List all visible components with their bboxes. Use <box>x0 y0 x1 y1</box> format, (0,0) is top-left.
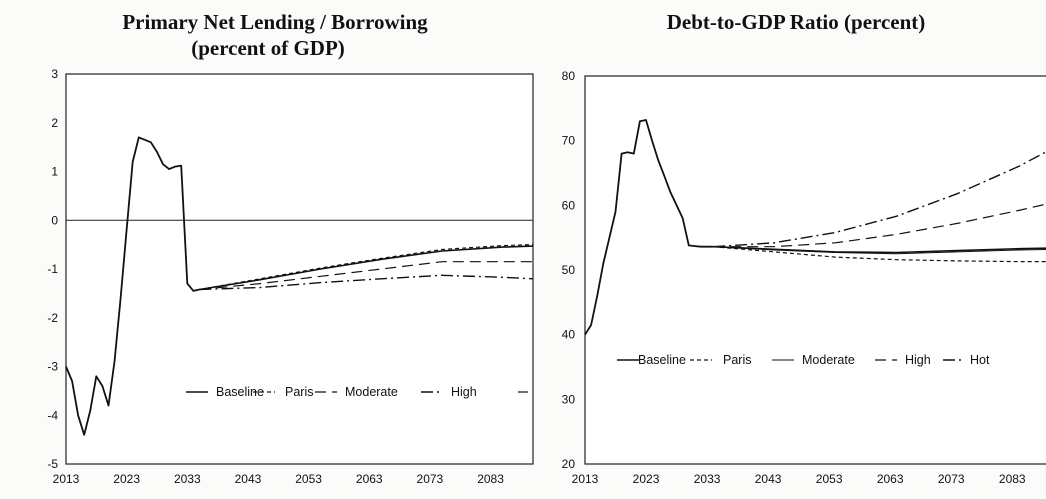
debt-to-gdp-title: Debt-to-GDP Ratio (percent) <box>667 10 926 34</box>
series-line-baseline <box>713 245 1046 254</box>
net-lending-legend: Baseline Paris Moderate High <box>186 385 528 399</box>
x-tick-label: 2053 <box>295 472 322 486</box>
debt-to-gdp-chart: Debt-to-GDP Ratio (percent) 20 30 40 50 60 70… <box>562 10 1046 486</box>
legend-label: Baseline <box>216 385 264 399</box>
y-tick-label: -2 <box>47 311 58 325</box>
y-tick-label: 1 <box>51 165 58 179</box>
net-lending-tick-labels: -5 -4 -3 -2 -1 0 1 2 3 2013 2023 2033 2043 2053 2063 20… <box>47 67 504 486</box>
x-tick-label: 2073 <box>417 472 444 486</box>
series-line-moderate <box>713 246 1046 255</box>
y-tick-label: 70 <box>562 134 576 148</box>
net-lending-subtitle: (percent of GDP) <box>191 36 345 60</box>
y-tick-label: 40 <box>562 328 576 342</box>
x-tick-label: 2043 <box>235 472 262 486</box>
y-tick-label: -3 <box>47 360 58 374</box>
debt-to-gdp-tick-labels: 20 30 40 50 60 70 80 2013 2023 2033 2043 2053 2063 20… <box>562 69 1026 486</box>
series-line-baseline <box>199 245 534 291</box>
legend-label: Baseline <box>638 353 686 367</box>
history-line <box>584 119 714 336</box>
y-tick-label: 60 <box>562 198 576 212</box>
x-tick-label: 2023 <box>633 472 660 486</box>
y-tick-label: 2 <box>51 116 58 130</box>
x-tick-label: 2013 <box>53 472 80 486</box>
x-tick-label: 2013 <box>572 472 599 486</box>
y-tick-label: -1 <box>47 262 58 276</box>
x-tick-label: 2083 <box>477 472 504 486</box>
x-tick-label: 2063 <box>356 472 383 486</box>
legend-label: Paris <box>285 385 313 399</box>
debt-to-gdp-plot-area <box>584 75 1046 465</box>
x-tick-label: 2023 <box>113 472 140 486</box>
y-tick-label: 3 <box>51 67 58 81</box>
x-tick-label: 2083 <box>999 472 1026 486</box>
y-tick-label: 30 <box>562 392 576 406</box>
x-tick-label: 2073 <box>938 472 965 486</box>
legend-label: Paris <box>723 353 751 367</box>
y-tick-label: -5 <box>47 457 58 471</box>
net-lending-series-lines <box>65 136 534 436</box>
x-tick-label: 2033 <box>694 472 721 486</box>
series-line-high <box>199 274 534 291</box>
net-lending-plot-area <box>65 73 534 465</box>
net-lending-chart: Primary Net Lending / Borrowing (percent… <box>47 10 534 486</box>
y-tick-label: -4 <box>47 408 58 422</box>
series-line-paris <box>713 246 1046 263</box>
history-line <box>65 136 200 436</box>
series-line-high <box>713 203 1046 248</box>
series-line-paris <box>199 244 534 291</box>
legend-label: Hot <box>970 353 990 367</box>
series-line-hot <box>713 151 1046 248</box>
legend-label: Moderate <box>802 353 855 367</box>
y-tick-label: 0 <box>51 213 58 227</box>
x-tick-label: 2063 <box>877 472 904 486</box>
legend-label: High <box>451 385 477 399</box>
debt-to-gdp-series-lines <box>584 119 1046 336</box>
x-tick-label: 2053 <box>816 472 843 486</box>
legend-label: Moderate <box>345 385 398 399</box>
series-line-moderate <box>199 261 533 291</box>
y-tick-label: 50 <box>562 263 576 277</box>
legend-label: High <box>905 353 931 367</box>
debt-to-gdp-legend: Baseline Paris Moderate High Hot <box>617 353 990 367</box>
y-tick-label: 20 <box>562 457 576 471</box>
y-tick-label: 80 <box>562 69 576 83</box>
x-tick-label: 2043 <box>755 472 782 486</box>
net-lending-title: Primary Net Lending / Borrowing <box>122 10 428 34</box>
x-tick-label: 2033 <box>174 472 201 486</box>
